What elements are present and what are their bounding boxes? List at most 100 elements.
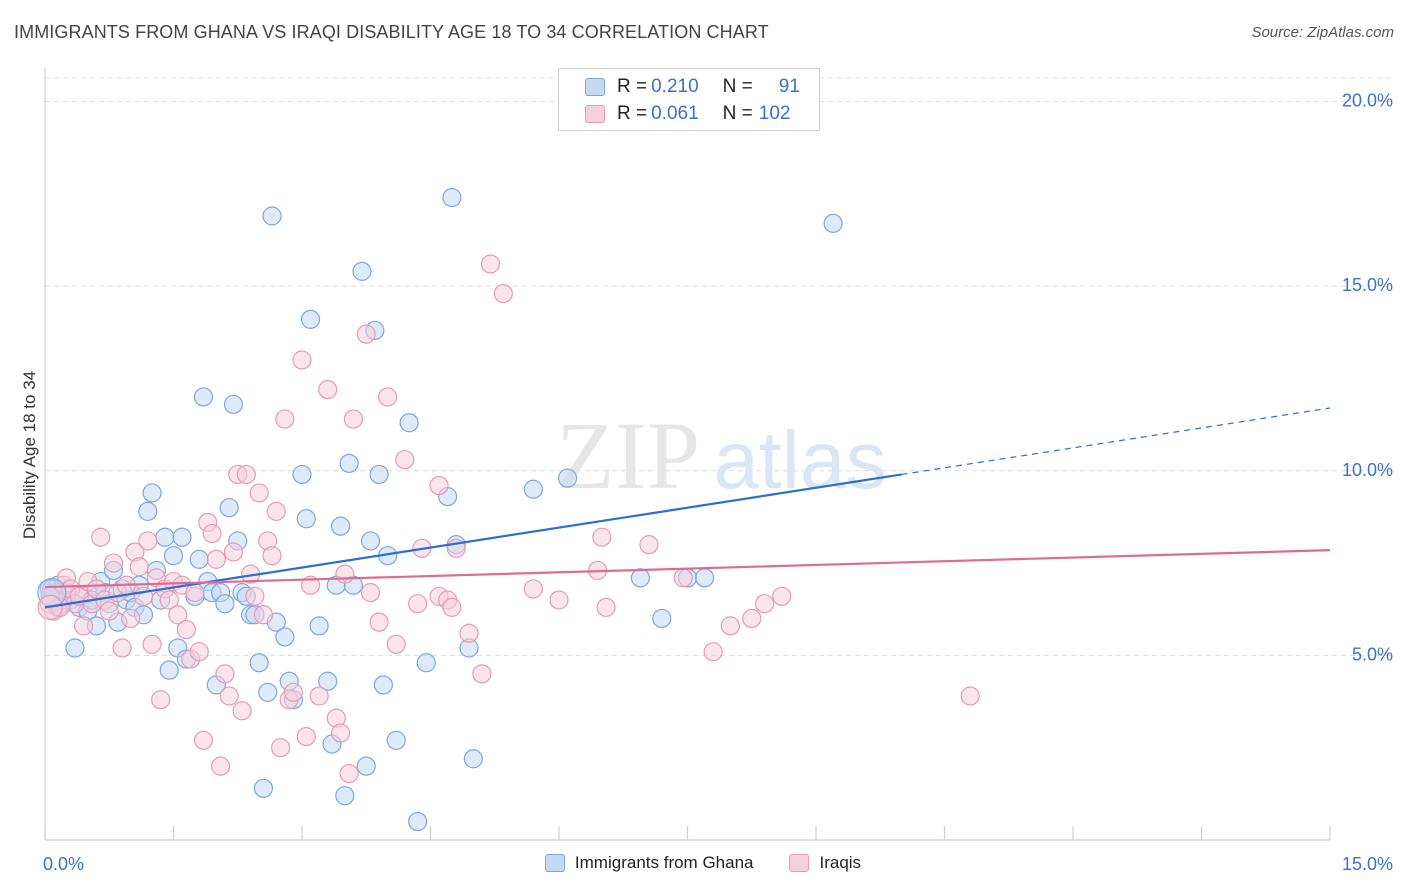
iraqis-point: [168, 605, 188, 625]
x-tick-label: 15.0%: [1342, 854, 1393, 874]
legend-label: Iraqis: [819, 853, 862, 872]
iraqis-point: [262, 546, 282, 566]
ghana-point: [408, 811, 428, 832]
r-label: R =: [617, 103, 648, 124]
ghana-point: [275, 627, 295, 647]
iraqis-point: [309, 686, 329, 706]
watermark-atlas: atlas: [713, 415, 886, 506]
iraqis-point: [283, 682, 304, 702]
r-value: 0.061: [651, 103, 699, 124]
iraqis-point: [480, 254, 501, 274]
ghana-point: [163, 546, 184, 566]
legend-label: Immigrants from Ghana: [574, 853, 754, 872]
iraqis-point: [133, 586, 154, 606]
y-tick-label: 5.0%: [1352, 644, 1393, 664]
ghana-point: [335, 786, 355, 806]
ghana-point: [523, 479, 543, 499]
iraqis-point: [99, 601, 119, 621]
ghana-point: [155, 527, 175, 547]
iraqis-point: [206, 549, 226, 569]
iraqis-point: [442, 597, 462, 617]
x-tick-label: 0.0%: [43, 854, 84, 874]
ghana-swatch: [544, 854, 565, 872]
ghana-point: [253, 778, 274, 798]
ghana-point: [630, 568, 650, 588]
ghana-point: [223, 394, 244, 414]
ghana-point: [189, 549, 209, 569]
iraqis-point: [232, 701, 252, 721]
iraqis-point: [742, 608, 762, 629]
iraqis-point: [335, 564, 355, 584]
y-axis-label: Disability Age 18 to 34: [20, 370, 39, 540]
ghana-swatch: [585, 78, 605, 96]
ghana-point: [193, 387, 214, 407]
iraqis-point: [408, 594, 428, 614]
iraqis-point: [343, 409, 363, 429]
iraqis-point: [223, 542, 244, 562]
iraqis-point: [185, 583, 205, 603]
iraqis-point: [472, 664, 492, 684]
iraqis-point: [592, 527, 612, 547]
iraqis-point: [673, 568, 693, 588]
ghana-point: [330, 516, 351, 536]
ghana-point: [219, 498, 239, 518]
iraqis-point: [103, 553, 124, 573]
iraqis-point: [300, 575, 321, 595]
ghana-trend-line: [44, 473, 902, 609]
iraqis-point: [318, 379, 338, 400]
iraqis-point: [296, 727, 316, 747]
ghana-point: [557, 468, 578, 488]
iraqis-point: [219, 686, 239, 706]
iraqis-point: [142, 634, 162, 654]
iraqis-point: [138, 531, 158, 551]
legend-item-ghana[interactable]: Immigrants from Ghana: [544, 853, 754, 873]
ghana-point: [262, 206, 282, 226]
iraqis-point: [151, 690, 171, 710]
iraqis-point: [395, 450, 415, 470]
iraqis-point: [275, 409, 295, 429]
ghana-point: [292, 464, 312, 485]
n-label: N =: [722, 103, 753, 124]
legend-item-iraqis[interactable]: Iraqis: [789, 853, 861, 873]
iraqis-point: [73, 616, 94, 636]
iraqis-point: [703, 642, 723, 662]
iraqis-point: [292, 350, 312, 370]
r-value: 0.210: [651, 76, 699, 97]
ghana-point: [463, 749, 483, 769]
ghana-point: [318, 671, 338, 691]
iraqis-point: [266, 501, 286, 521]
iraqis-point: [202, 523, 222, 544]
ghana-point: [386, 730, 406, 750]
ghana-trend-extension: [901, 407, 1331, 476]
ghana-point: [399, 413, 419, 433]
iraqis-point: [129, 557, 149, 577]
iraqis-point: [339, 763, 359, 784]
iraqis-point: [249, 483, 269, 503]
ghana-point: [339, 453, 359, 473]
ghana-point: [309, 616, 329, 636]
y-tick-label: 20.0%: [1342, 91, 1393, 111]
ghana-point: [416, 653, 436, 673]
ghana-point: [159, 660, 179, 680]
iraqis-point: [429, 475, 449, 496]
iraqis-point: [211, 756, 231, 776]
ghana-point: [249, 653, 269, 673]
r-label: R =: [617, 76, 648, 97]
stats-legend: R = 0.210 N = 91 R = 0.061 N = 102: [558, 68, 820, 131]
stats-row-iraqis: R = 0.061 N = 102: [585, 103, 790, 125]
ghana-point: [442, 187, 462, 208]
iraqis-point: [772, 586, 792, 606]
iraqis-point: [493, 283, 513, 304]
iraqis-point: [112, 638, 132, 658]
ghana-point: [356, 756, 376, 776]
n-label: N =: [722, 76, 753, 97]
iraqis-point: [176, 619, 196, 640]
ghana-point: [172, 527, 192, 547]
iraqis-point: [639, 535, 659, 555]
ghana-point: [652, 608, 672, 629]
ghana-point: [215, 594, 235, 614]
iraqis-point: [720, 616, 740, 636]
ghana-point: [138, 501, 158, 521]
iraqis-point: [378, 387, 398, 407]
